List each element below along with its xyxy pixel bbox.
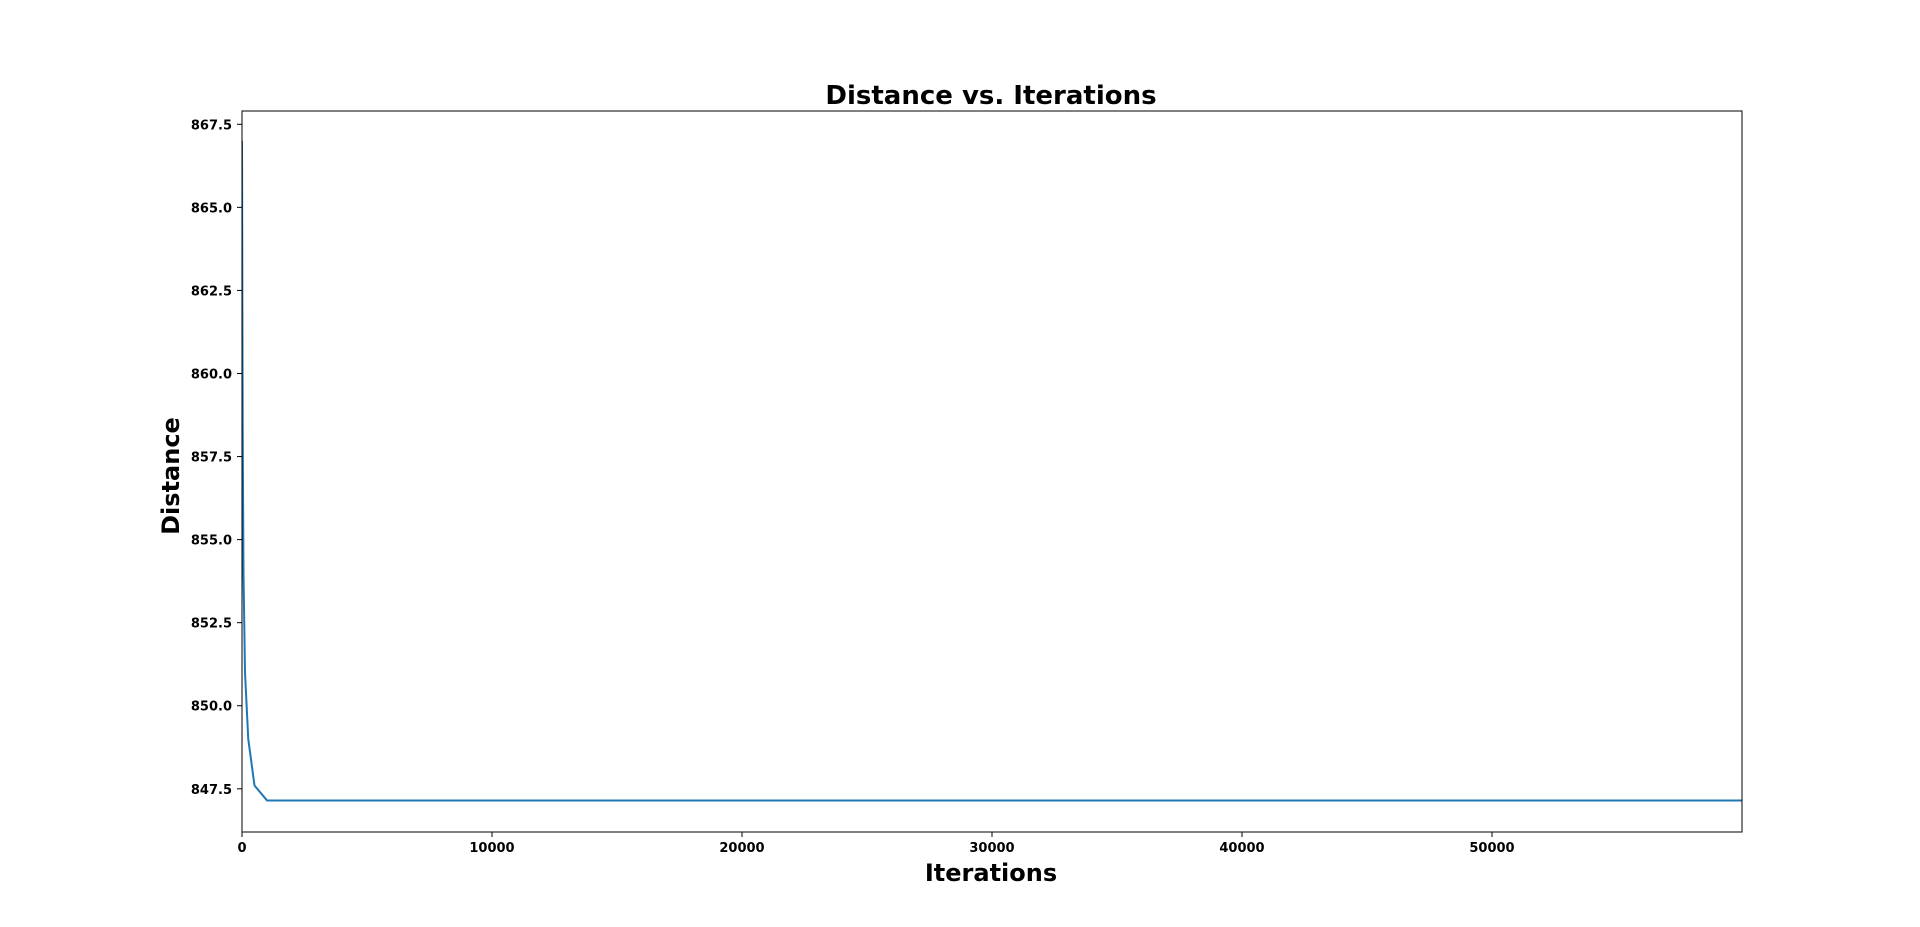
x-tick-label: 50000 [1469, 841, 1514, 856]
y-tick-label: 865.0 [191, 201, 232, 216]
x-tick-label: 30000 [969, 841, 1014, 856]
y-tick-label: 847.5 [191, 783, 232, 798]
y-tick-label: 852.5 [191, 617, 232, 632]
x-axis: 0 10000 20000 30000 40000 50000 [237, 832, 1515, 856]
y-axis: 847.5 850.0 852.5 855.0 857.5 860.0 862.5 865.0… [191, 118, 242, 798]
x-axis-label: Iterations [925, 859, 1057, 887]
y-tick-label: 855.0 [191, 534, 232, 549]
x-tick-label: 0 [237, 841, 246, 856]
y-tick-label: 862.5 [191, 284, 232, 299]
y-axis-label: Distance [157, 417, 185, 535]
chart-title: Distance vs. Iterations [825, 81, 1156, 111]
x-tick-label: 10000 [469, 841, 514, 856]
y-tick-label: 857.5 [191, 451, 232, 466]
y-tick-label: 860.0 [191, 367, 232, 382]
x-tick-label: 20000 [719, 841, 764, 856]
y-tick-label: 867.5 [191, 118, 232, 133]
y-tick-label: 850.0 [191, 700, 232, 715]
x-tick-label: 40000 [1219, 841, 1264, 856]
